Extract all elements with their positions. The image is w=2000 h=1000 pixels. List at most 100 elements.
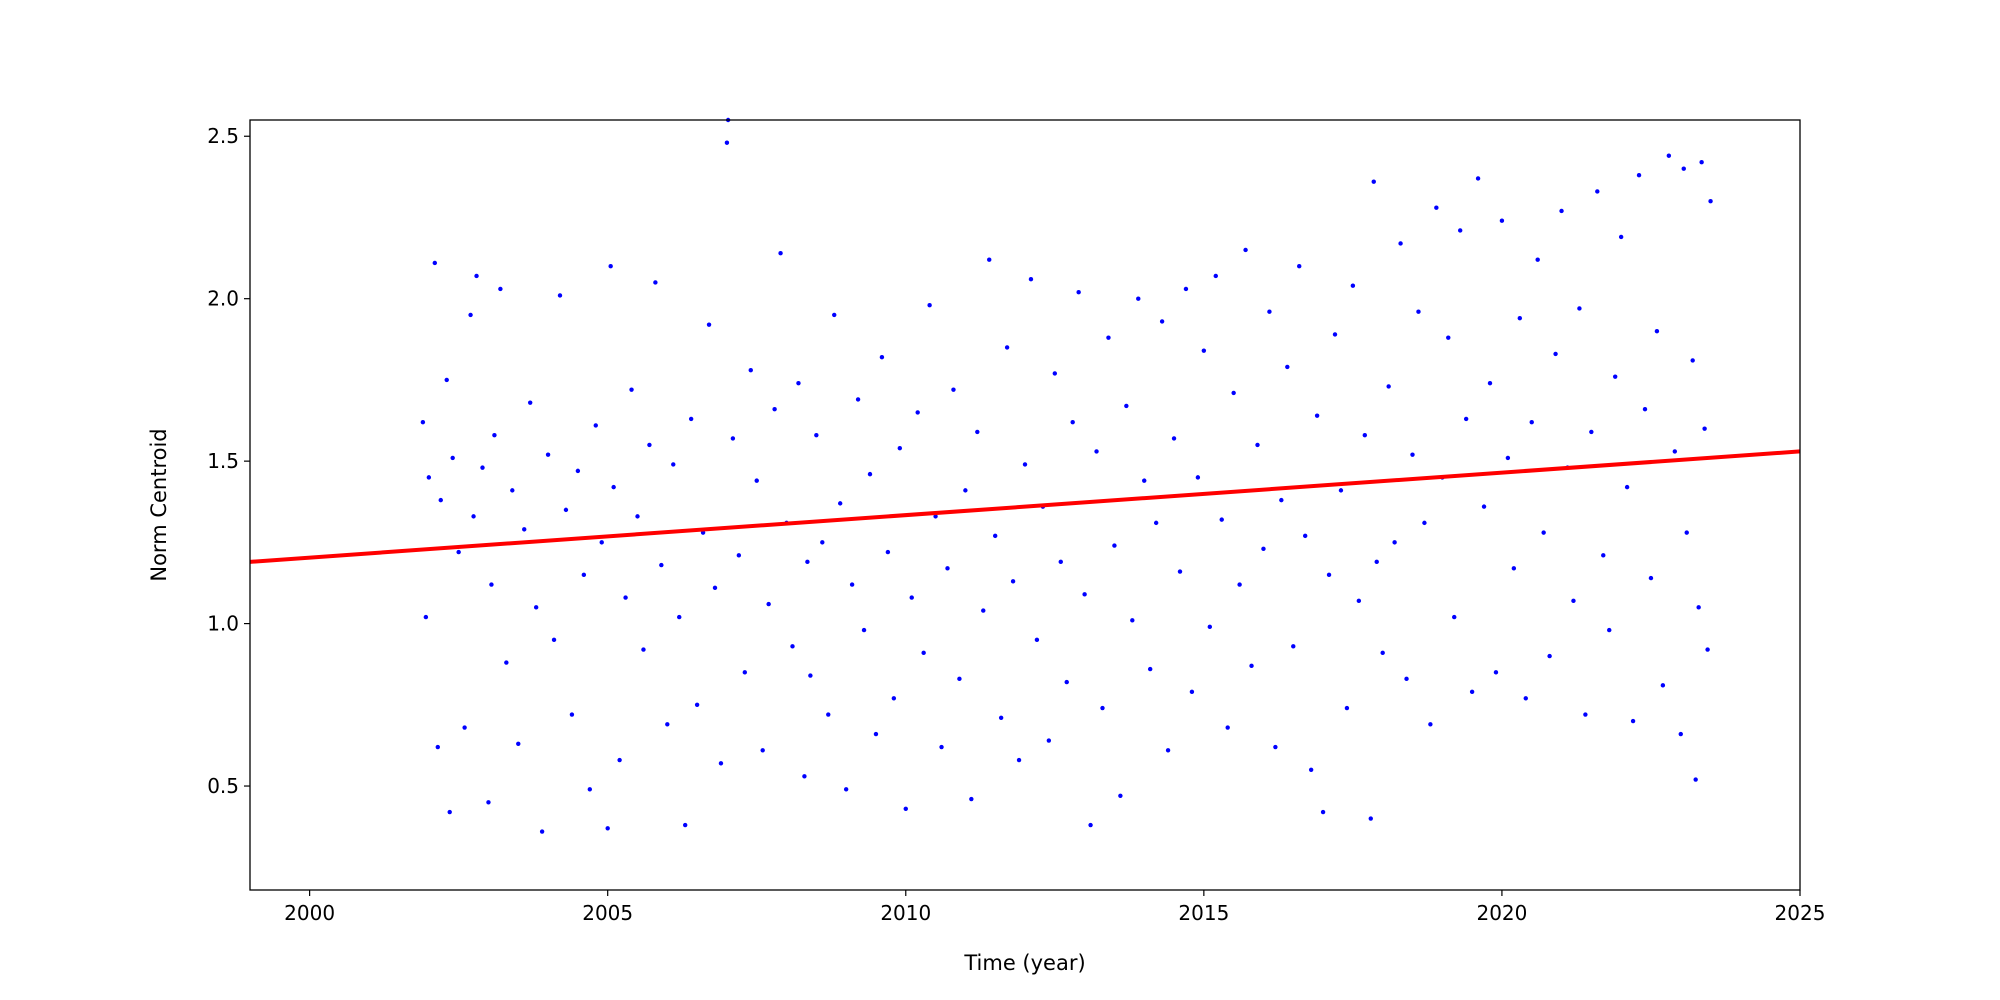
data-point xyxy=(471,514,476,519)
data-point xyxy=(489,582,494,587)
y-axis: 0.5 1.0 1.5 2.0 2.5 xyxy=(207,124,250,798)
data-point xyxy=(1034,637,1040,643)
data-point xyxy=(1463,416,1469,422)
data-point xyxy=(1422,520,1427,526)
data-point xyxy=(1371,179,1376,184)
data-point xyxy=(992,533,998,539)
data-point xyxy=(1082,592,1087,597)
data-point xyxy=(903,806,908,811)
data-point xyxy=(1517,315,1523,321)
data-point xyxy=(447,809,452,815)
data-point xyxy=(1004,345,1010,350)
data-point xyxy=(1147,666,1153,672)
data-point xyxy=(1404,676,1409,682)
data-point xyxy=(623,595,628,600)
data-point xyxy=(790,644,795,649)
data-point xyxy=(885,549,891,555)
data-point xyxy=(1583,712,1588,717)
data-point xyxy=(969,796,974,802)
data-point xyxy=(1255,442,1260,448)
data-point xyxy=(1112,543,1117,548)
data-point xyxy=(510,488,515,493)
data-point xyxy=(653,280,658,285)
data-point xyxy=(1696,605,1701,610)
data-point xyxy=(581,572,587,578)
data-point xyxy=(1118,793,1123,798)
data-point xyxy=(1618,234,1624,240)
data-point xyxy=(1285,364,1290,370)
data-point xyxy=(826,712,831,717)
data-point xyxy=(492,432,497,438)
data-point xyxy=(1308,767,1314,772)
data-point xyxy=(897,445,903,451)
data-point xyxy=(688,416,694,422)
data-point xyxy=(1684,530,1689,535)
data-point xyxy=(1654,328,1660,334)
data-point xyxy=(522,527,527,532)
data-point xyxy=(742,670,748,675)
data-point xyxy=(611,484,616,490)
data-point xyxy=(939,744,944,750)
data-point xyxy=(575,468,581,474)
data-point xyxy=(629,387,634,392)
data-point xyxy=(1362,432,1368,438)
data-point xyxy=(1183,286,1189,292)
data-point xyxy=(474,273,479,279)
data-point xyxy=(1607,627,1612,633)
data-point xyxy=(1279,497,1284,503)
y-axis-label: Norm Centroid xyxy=(147,428,171,581)
data-point xyxy=(796,380,801,386)
data-point xyxy=(1267,309,1272,314)
data-point xyxy=(1410,452,1415,457)
data-point xyxy=(486,800,491,805)
data-point xyxy=(1326,572,1332,578)
data-point xyxy=(1297,264,1302,269)
data-point xyxy=(1052,371,1058,376)
data-point xyxy=(1177,569,1183,574)
data-point xyxy=(1553,351,1558,357)
data-point xyxy=(1237,582,1242,587)
data-point xyxy=(1249,663,1254,669)
data-point xyxy=(1705,647,1710,652)
data-point xyxy=(1064,679,1069,685)
data-point xyxy=(766,601,771,607)
data-point xyxy=(1511,566,1517,571)
x-axis-label: Time (year) xyxy=(963,951,1085,975)
data-point xyxy=(468,312,473,318)
data-point xyxy=(1702,426,1707,431)
data-point xyxy=(605,826,610,831)
data-point xyxy=(1589,429,1594,435)
data-point xyxy=(420,419,426,425)
x-tick-label: 2015 xyxy=(1178,901,1229,925)
data-point xyxy=(438,497,443,503)
data-point xyxy=(1386,384,1391,389)
data-point xyxy=(1171,436,1177,441)
data-point xyxy=(736,553,742,558)
data-point xyxy=(545,452,551,457)
data-point xyxy=(608,264,613,269)
data-point xyxy=(730,436,736,441)
y-tick-label: 2.5 xyxy=(207,124,239,148)
data-point xyxy=(1136,296,1141,301)
data-point xyxy=(1231,390,1236,396)
y-tick-label: 2.0 xyxy=(207,287,239,311)
data-point xyxy=(933,514,938,519)
data-point xyxy=(1273,744,1278,750)
data-point xyxy=(1693,777,1698,782)
data-point xyxy=(1010,579,1016,584)
data-point xyxy=(1672,449,1678,454)
data-point xyxy=(1624,484,1630,490)
data-point xyxy=(1428,722,1433,727)
data-point xyxy=(837,501,843,506)
data-point xyxy=(659,562,664,568)
data-point xyxy=(1398,241,1403,246)
data-point xyxy=(1219,517,1224,522)
data-point xyxy=(1434,205,1439,210)
data-point xyxy=(1142,478,1147,483)
x-tick-label: 2000 xyxy=(284,901,335,925)
data-point xyxy=(1699,160,1704,165)
data-point xyxy=(975,429,980,435)
data-point xyxy=(1392,540,1397,545)
data-point xyxy=(569,712,575,717)
